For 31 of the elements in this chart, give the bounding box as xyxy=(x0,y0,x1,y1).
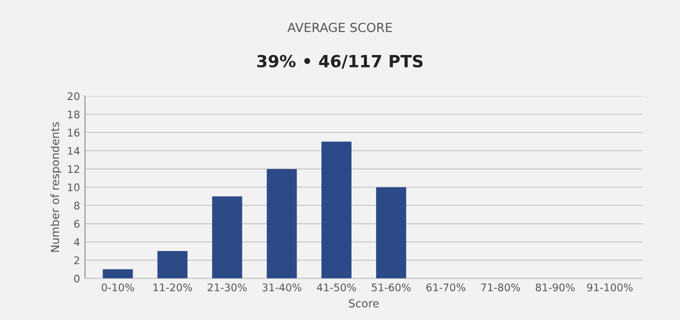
chart-subtitle: 39% • 46/117 PTS xyxy=(257,54,423,69)
x-axis-title: Score xyxy=(348,299,379,308)
y-tick-label: 2 xyxy=(74,256,80,264)
x-tick-label: 61-70% xyxy=(426,283,466,292)
x-tick-label: 91-100% xyxy=(587,283,633,292)
x-tick-label: 21-30% xyxy=(208,283,247,292)
bar xyxy=(212,196,242,278)
y-tick-label: 4 xyxy=(74,238,80,246)
x-tick-label: 31-40% xyxy=(262,283,302,292)
bar xyxy=(102,269,133,278)
y-tick-label: 18 xyxy=(68,110,80,118)
x-tick-label: 41-50% xyxy=(316,283,356,292)
bar xyxy=(266,168,297,278)
y-axis-title: Number of respondents xyxy=(50,122,62,252)
y-tick-label: 12 xyxy=(68,165,80,173)
y-tick-label: 16 xyxy=(68,128,80,137)
y-tick-label: 10 xyxy=(68,183,80,192)
bar xyxy=(321,142,352,278)
x-tick-label: 71-80% xyxy=(481,283,520,292)
y-tick-label: 8 xyxy=(74,202,80,210)
x-tick-label: 81-90% xyxy=(536,283,575,292)
bar xyxy=(157,251,188,278)
y-tick-label: 0 xyxy=(74,274,80,283)
x-tick-label: 11-20% xyxy=(154,283,192,292)
bar xyxy=(376,187,406,278)
y-tick-label: 20 xyxy=(68,92,80,100)
x-tick-label: 51-60% xyxy=(372,283,411,292)
y-tick-label: 14 xyxy=(68,147,80,155)
y-tick-label: 6 xyxy=(74,220,80,228)
chart-title: AVERAGE SCORE xyxy=(287,22,392,32)
x-tick-label: 0-10% xyxy=(102,283,134,292)
